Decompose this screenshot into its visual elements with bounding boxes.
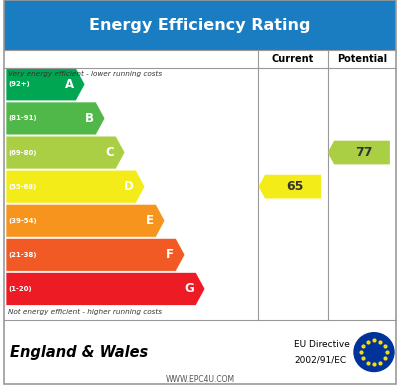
Polygon shape (6, 102, 105, 135)
Text: EU Directive: EU Directive (294, 340, 350, 349)
Polygon shape (328, 141, 390, 165)
Text: (69-80): (69-80) (9, 149, 37, 156)
Polygon shape (6, 68, 85, 101)
Polygon shape (6, 272, 205, 305)
Text: F: F (166, 248, 174, 261)
Polygon shape (6, 170, 145, 203)
Text: Not energy efficient - higher running costs: Not energy efficient - higher running co… (8, 308, 162, 315)
Text: B: B (85, 112, 94, 125)
Text: G: G (184, 282, 194, 295)
Text: 2002/91/EC: 2002/91/EC (294, 355, 347, 364)
Bar (4, 50, 396, 68)
Text: Very energy efficient - lower running costs: Very energy efficient - lower running co… (8, 71, 162, 77)
Text: Energy Efficiency Rating: Energy Efficiency Rating (89, 18, 311, 33)
Text: (92+): (92+) (9, 81, 30, 87)
Text: Potential: Potential (337, 54, 387, 64)
Text: (1-20): (1-20) (9, 286, 32, 292)
Text: D: D (124, 180, 134, 193)
Polygon shape (6, 238, 185, 271)
Text: (55-68): (55-68) (9, 184, 37, 190)
Text: England & Wales: England & Wales (10, 345, 148, 360)
Text: 77: 77 (355, 146, 373, 159)
Text: A: A (65, 78, 74, 91)
Polygon shape (6, 136, 125, 169)
Polygon shape (6, 204, 165, 237)
Text: (81-91): (81-91) (9, 116, 38, 121)
Polygon shape (258, 175, 321, 199)
Text: C: C (105, 146, 114, 159)
Circle shape (354, 333, 394, 372)
Text: (39-54): (39-54) (9, 218, 38, 224)
Text: (21-38): (21-38) (9, 252, 37, 258)
Text: E: E (146, 214, 154, 227)
Bar (4, 0, 396, 50)
Text: Current: Current (272, 54, 314, 64)
Text: WWW.EPC4U.COM: WWW.EPC4U.COM (166, 375, 234, 384)
Text: 65: 65 (286, 180, 304, 193)
Bar (4, 320, 396, 384)
